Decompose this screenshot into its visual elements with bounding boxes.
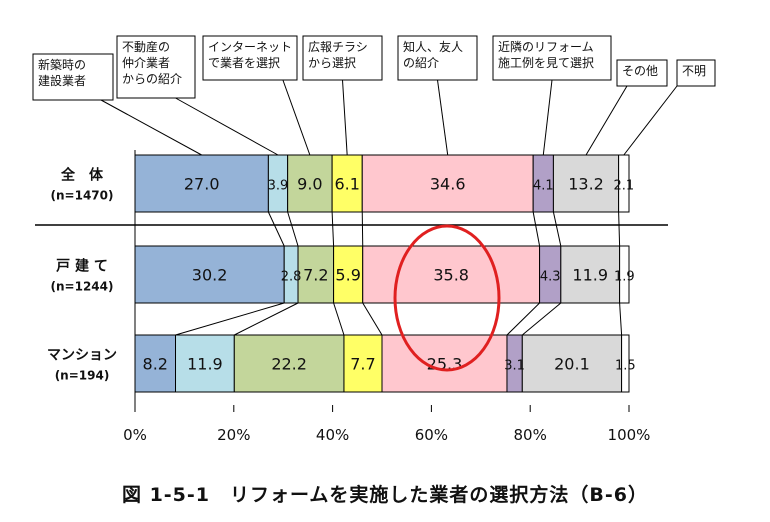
data-label: 7.2: [303, 266, 328, 285]
highlight-ellipse: [393, 224, 501, 372]
series-connector-line: [521, 302, 562, 336]
bar-segment: [134, 334, 177, 393]
category-n-label: (n=194): [55, 369, 110, 383]
x-tick-label: 0%: [123, 426, 147, 444]
data-label: 6.1: [334, 175, 359, 194]
data-label: 1.5: [615, 359, 636, 374]
bar-segment: [621, 334, 630, 393]
x-tick-label: 40%: [316, 426, 349, 444]
legend-label: で業者を選択: [208, 56, 280, 70]
data-label: 30.2: [192, 266, 228, 285]
x-tick-label: 80%: [514, 426, 547, 444]
category-label: マンション: [47, 348, 117, 364]
x-tick-label: 60%: [415, 426, 448, 444]
series-connector-line: [619, 302, 623, 336]
legend-leader-line: [585, 85, 628, 156]
legend-label: 施工例を見て選択: [498, 56, 594, 70]
x-tick-label: 100%: [608, 426, 651, 444]
legend-label: 建設業者: [38, 73, 86, 88]
series-connector-line: [506, 302, 540, 336]
bar-segment: [619, 245, 630, 304]
series-connector-line: [532, 211, 541, 247]
legend-box: [116, 35, 196, 99]
legend-box: [32, 53, 114, 101]
legend-box: [616, 59, 668, 87]
series-connector-line: [333, 302, 345, 336]
data-label: 4.1: [533, 179, 554, 194]
series-connector-line: [234, 302, 299, 336]
legend-leader-line: [342, 79, 348, 156]
figure-caption: 図 1-5-1 リフォームを実施した業者の選択方法（B-6）: [121, 484, 649, 506]
legend-box: [397, 35, 478, 81]
series-connector-line: [175, 302, 285, 336]
category-label: 戸 建 て: [56, 258, 108, 275]
bar-segment: [287, 154, 333, 213]
bar-segment: [362, 245, 541, 304]
bar-segment: [175, 334, 235, 393]
data-label: 11.9: [572, 266, 608, 285]
data-label: 20.1: [554, 355, 590, 374]
legend-label: 仲介業者: [122, 56, 170, 70]
data-label: 35.8: [433, 266, 469, 285]
bar-segment: [331, 154, 363, 213]
legend-label: 新築時の: [38, 57, 86, 72]
series-connector-line: [362, 302, 383, 336]
legend-leader-line: [542, 79, 553, 156]
series-connector-line: [618, 211, 621, 247]
data-label: 5.9: [335, 266, 360, 285]
series-connector-line: [331, 211, 335, 247]
legend-box: [302, 35, 383, 81]
data-label: 13.2: [568, 175, 604, 194]
legend-box: [202, 35, 298, 81]
legend-label: 不動産の: [122, 39, 170, 54]
legend-label: 知人、友人: [403, 40, 463, 54]
data-label: 2.1: [613, 179, 634, 194]
legend-label: インターネット: [208, 40, 292, 54]
legend-leader-line: [175, 97, 279, 156]
legend-box: [492, 35, 612, 81]
legend-leader-line: [100, 99, 202, 156]
bar-segment: [560, 245, 621, 304]
legend-label: その他: [622, 64, 658, 78]
series-connector-line: [552, 211, 562, 247]
legend-label: 近隣のリフォーム: [498, 39, 594, 54]
legend-label: からの紹介: [122, 72, 182, 86]
data-label: 8.2: [143, 355, 168, 374]
category-n-label: (n=1470): [51, 189, 114, 203]
legend-leader-line: [282, 79, 311, 156]
data-label: 11.9: [187, 355, 223, 374]
legend-label: の紹介: [403, 56, 439, 70]
bar-segment: [333, 245, 364, 304]
legend-box: [676, 59, 716, 87]
data-label: 4.3: [540, 270, 561, 285]
legend-leader-line: [623, 85, 678, 156]
bar-segment: [233, 334, 345, 393]
data-label: 7.7: [350, 355, 375, 374]
data-label: 2.8: [281, 270, 302, 285]
data-label: 22.2: [271, 355, 307, 374]
bar-segment: [134, 245, 285, 304]
legend-label: 不明: [682, 64, 706, 78]
category-n-label: (n=1244): [51, 280, 114, 294]
bar-segment: [521, 334, 623, 393]
legend-label: 広報チラシ: [308, 40, 368, 54]
category-label: 全 体: [60, 167, 104, 184]
x-tick-label: 20%: [217, 426, 250, 444]
legend-label: から選択: [308, 56, 356, 70]
legend-leader-line: [437, 79, 449, 156]
series-connector-line: [267, 211, 285, 247]
data-label: 34.6: [430, 175, 466, 194]
data-label: 9.0: [297, 175, 322, 194]
bar-segment: [297, 245, 335, 304]
data-label: 27.0: [184, 175, 220, 194]
data-label: 3.9: [268, 179, 289, 194]
data-label: 3.1: [504, 359, 525, 374]
data-label: 1.9: [614, 270, 635, 285]
bar-segment: [361, 154, 534, 213]
series-connector-line: [287, 211, 299, 247]
